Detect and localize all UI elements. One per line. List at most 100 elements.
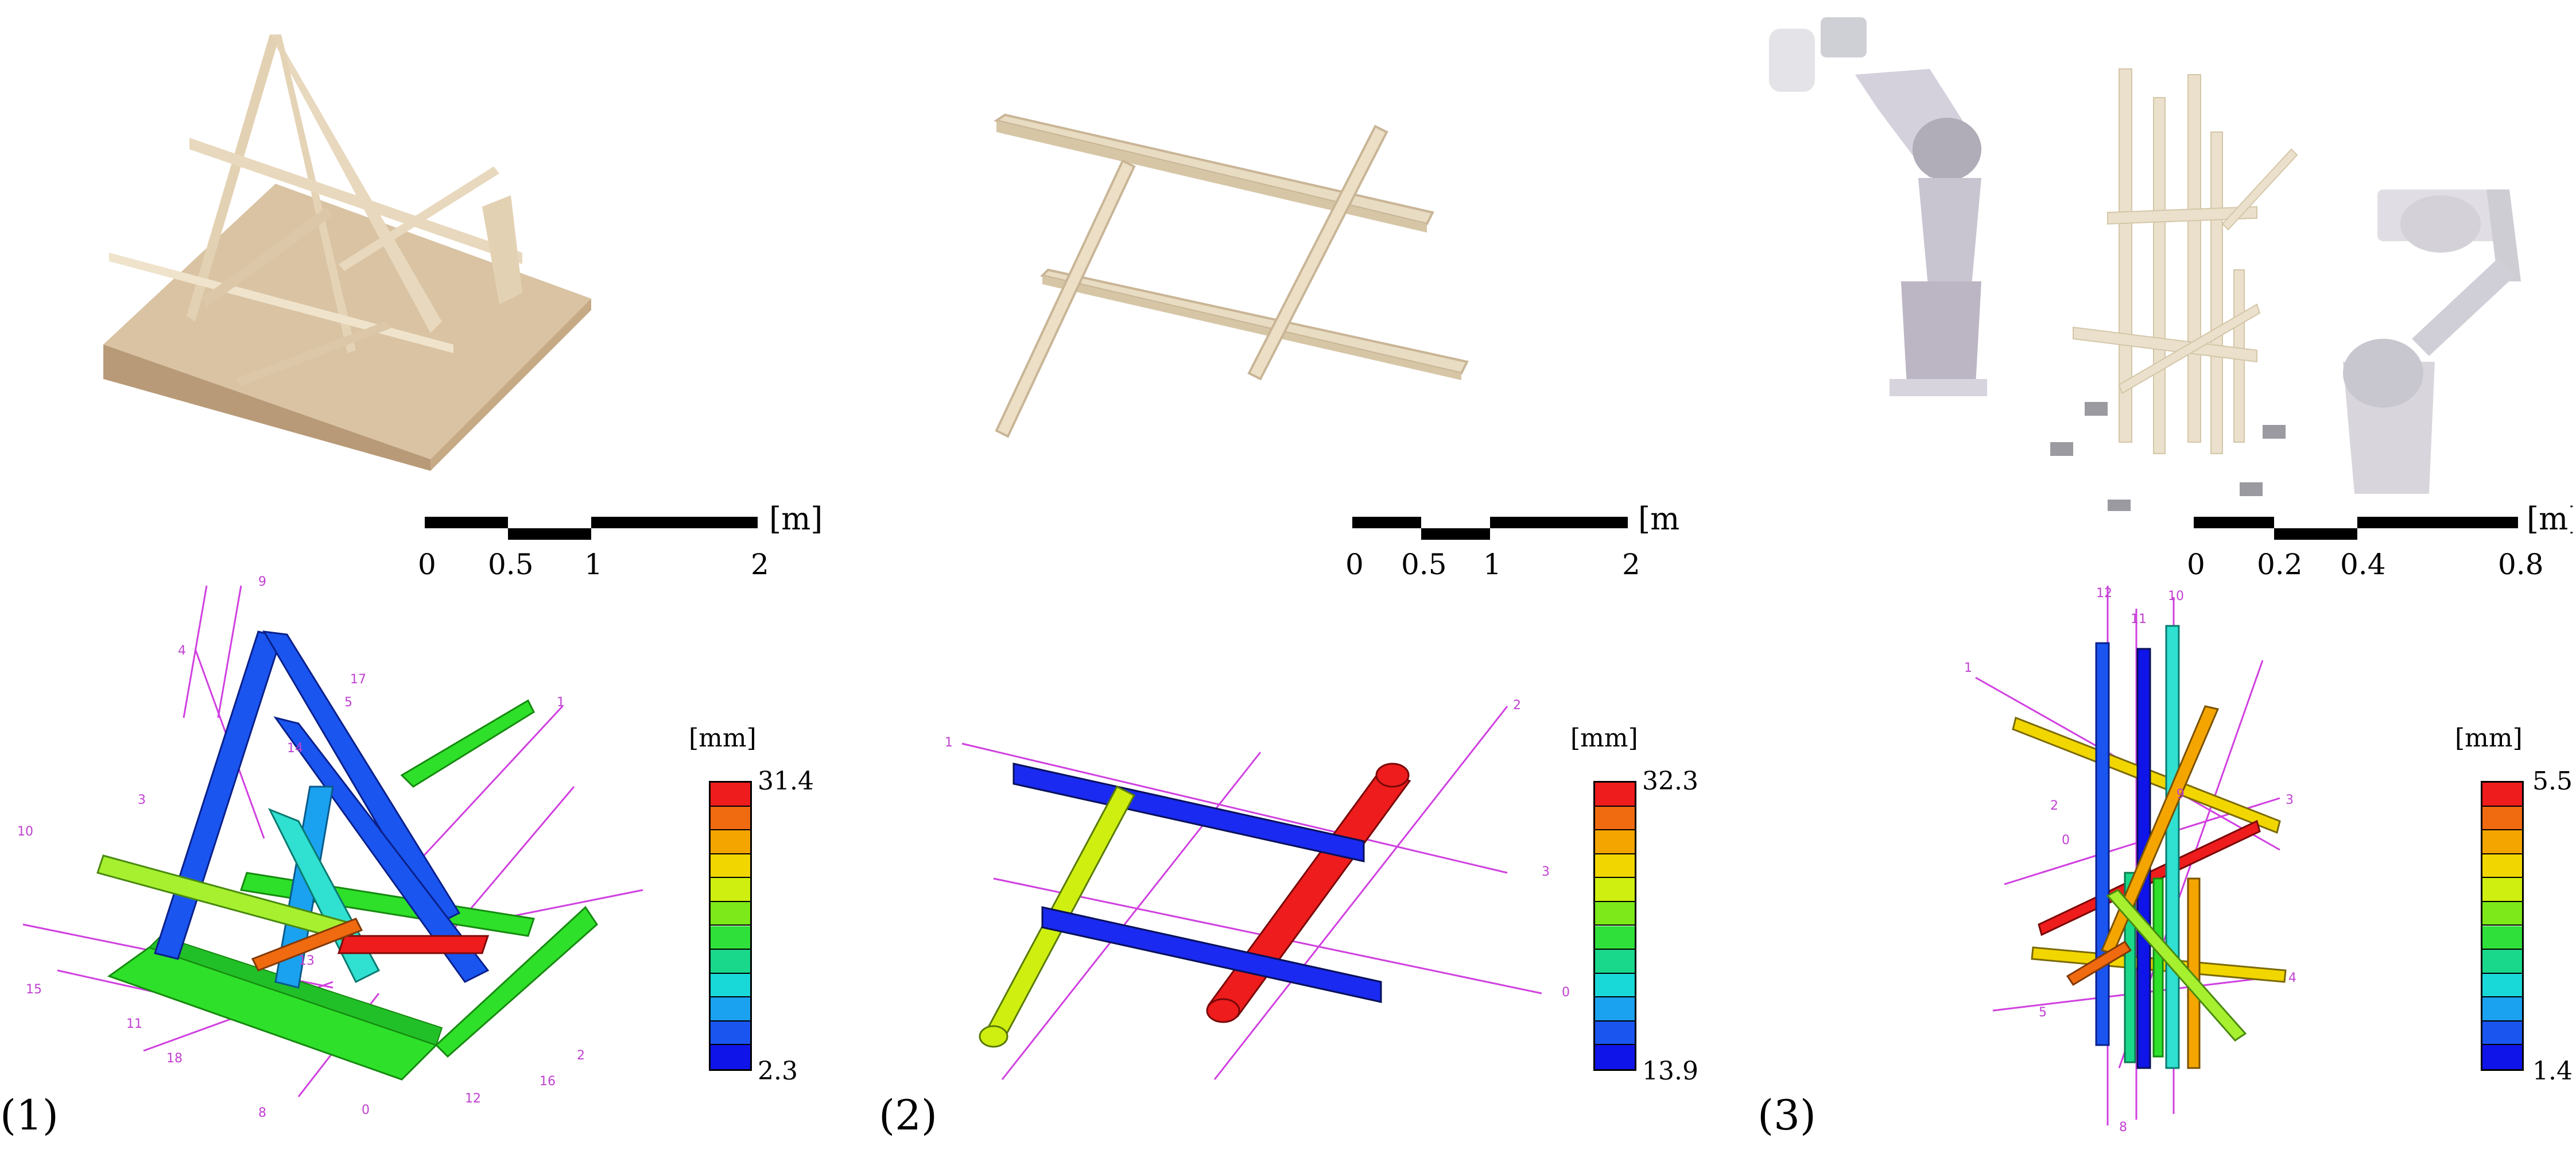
scale-tick-0: 0	[2187, 548, 2205, 581]
colorbar-unit: [mm]	[689, 723, 756, 753]
colorbar-band	[2482, 1045, 2522, 1069]
colorbar-bands	[1595, 783, 1635, 1069]
scale-tick-1: 0.5	[488, 548, 534, 581]
colorbar-band	[2482, 830, 2522, 854]
structural-model-1: 9 4 17 1 5 14 3 10 13 15 11 18 8 0 12 16…	[17, 575, 643, 1120]
node-label: 12	[465, 1092, 481, 1106]
structural-model-3: 12 11 10 1 9 2 3 0 5 4 8	[1964, 586, 2296, 1135]
colorbar-band	[1595, 1021, 1635, 1046]
colorbar-band	[711, 997, 750, 1022]
structural-model-2: 1 2 3 0	[945, 698, 1570, 1080]
colorbar-band	[1595, 806, 1635, 831]
scale-bar: [m] 0 0.5 1 2	[418, 505, 823, 581]
colorbar-unit: [mm]	[1570, 723, 1638, 753]
panel-1: [m] 0 0.5 1 2	[0, 0, 859, 1153]
colorbar	[1593, 781, 1636, 1071]
node-label: 1	[1964, 661, 1972, 675]
photo-roof-structure	[103, 34, 591, 471]
node-label: 1	[945, 736, 953, 750]
colorbar-min: 2.3	[758, 1057, 798, 1086]
colorbar-max: 32.3	[1642, 767, 1698, 796]
scale-unit: [m]	[1638, 505, 1679, 537]
colorbar-min: 13.9	[1642, 1057, 1698, 1086]
scale-bar: [m] 0 0.5 1 2	[1345, 505, 1679, 581]
panel-caption: (3)	[1758, 1091, 1816, 1139]
colorbar-band	[711, 973, 750, 998]
node-label: 5	[344, 695, 352, 710]
node-label: 9	[258, 575, 266, 589]
colorbar-band	[2482, 783, 2522, 807]
node-label: 3	[138, 793, 146, 807]
colorbar-band	[711, 830, 750, 854]
colorbar-band	[1595, 878, 1635, 902]
colorbar-band	[2482, 878, 2522, 902]
photo-log-frame	[994, 113, 1469, 438]
scale-unit: [m]	[2527, 505, 2573, 537]
scale-tick-2: 1	[1483, 548, 1502, 581]
colorbar-band	[711, 783, 750, 807]
colorbar-band	[711, 854, 750, 879]
node-label: 0	[1562, 985, 1570, 1000]
colorbar-band	[711, 878, 750, 902]
scale-bar: [m] 0 0.2 0.4 0.8	[2187, 505, 2573, 581]
colorbar-band	[1595, 926, 1635, 950]
colorbar-band	[711, 926, 750, 950]
node-label: 5	[2039, 1005, 2047, 1020]
panel-3: [m] 0 0.2 0.4 0.8 12 11 10 1	[1717, 0, 2576, 1153]
colorbar-band	[2482, 854, 2522, 879]
colorbar-band	[2482, 950, 2522, 974]
colorbar-bands	[711, 783, 750, 1069]
colorbar-max: 31.4	[758, 767, 814, 796]
node-label: 11	[126, 1017, 142, 1031]
node-label: 13	[298, 954, 315, 968]
colorbar-band	[2482, 926, 2522, 950]
colorbar-band	[1595, 830, 1635, 854]
panel-caption: (2)	[879, 1091, 937, 1139]
colorbar-band	[1595, 950, 1635, 974]
node-label: 2	[2050, 799, 2058, 813]
scale-tick-3: 2	[751, 548, 769, 581]
scale-tick-1: 0.2	[2257, 548, 2303, 581]
colorbar-band	[2482, 806, 2522, 831]
colorbar-band	[2482, 997, 2522, 1022]
node-label: 9	[2177, 787, 2185, 802]
node-label: 12	[2096, 586, 2112, 601]
node-label: 4	[178, 644, 186, 658]
colorbar-band	[2482, 901, 2522, 926]
node-label: 10	[2168, 589, 2184, 603]
scale-tick-1: 0.5	[1401, 548, 1447, 581]
node-label: 4	[2288, 971, 2296, 985]
scale-tick-3: 2	[1622, 548, 1640, 581]
node-label: 2	[577, 1048, 585, 1063]
node-label: 1	[557, 695, 565, 710]
colorbar-band	[711, 1045, 750, 1069]
colorbar-band	[711, 1021, 750, 1046]
colorbar-band	[2482, 973, 2522, 998]
colorbar-band	[1595, 973, 1635, 998]
scale-tick-3: 0.8	[2498, 548, 2544, 581]
node-label: 0	[362, 1103, 370, 1117]
colorbar-max: 5.5	[2532, 767, 2573, 796]
colorbar-band	[711, 950, 750, 974]
node-label: 15	[26, 982, 42, 997]
colorbar	[2481, 781, 2524, 1071]
panel-caption: (1)	[0, 1091, 59, 1139]
node-label: 8	[2119, 1120, 2127, 1135]
colorbar	[709, 781, 752, 1071]
node-label: 3	[2286, 793, 2294, 807]
colorbar-bands	[2482, 783, 2522, 1069]
node-label: 11	[2131, 612, 2147, 626]
node-label: 3	[1542, 865, 1550, 879]
colorbar-band	[711, 901, 750, 926]
scale-tick-0: 0	[418, 548, 436, 581]
node-label: 8	[258, 1106, 266, 1120]
colorbar-band	[711, 806, 750, 831]
node-label: 18	[166, 1051, 183, 1066]
colorbar-band	[2482, 1021, 2522, 1046]
colorbar-band	[1595, 854, 1635, 879]
colorbar-band	[1595, 901, 1635, 926]
node-label: 2	[1513, 698, 1521, 713]
node-label: 16	[540, 1074, 556, 1089]
scale-unit: [m]	[769, 505, 823, 537]
panel-2: [m] 0 0.5 1 2 1 2 3 0 [mm] 32.3 13.9 (2)	[859, 0, 1717, 1153]
